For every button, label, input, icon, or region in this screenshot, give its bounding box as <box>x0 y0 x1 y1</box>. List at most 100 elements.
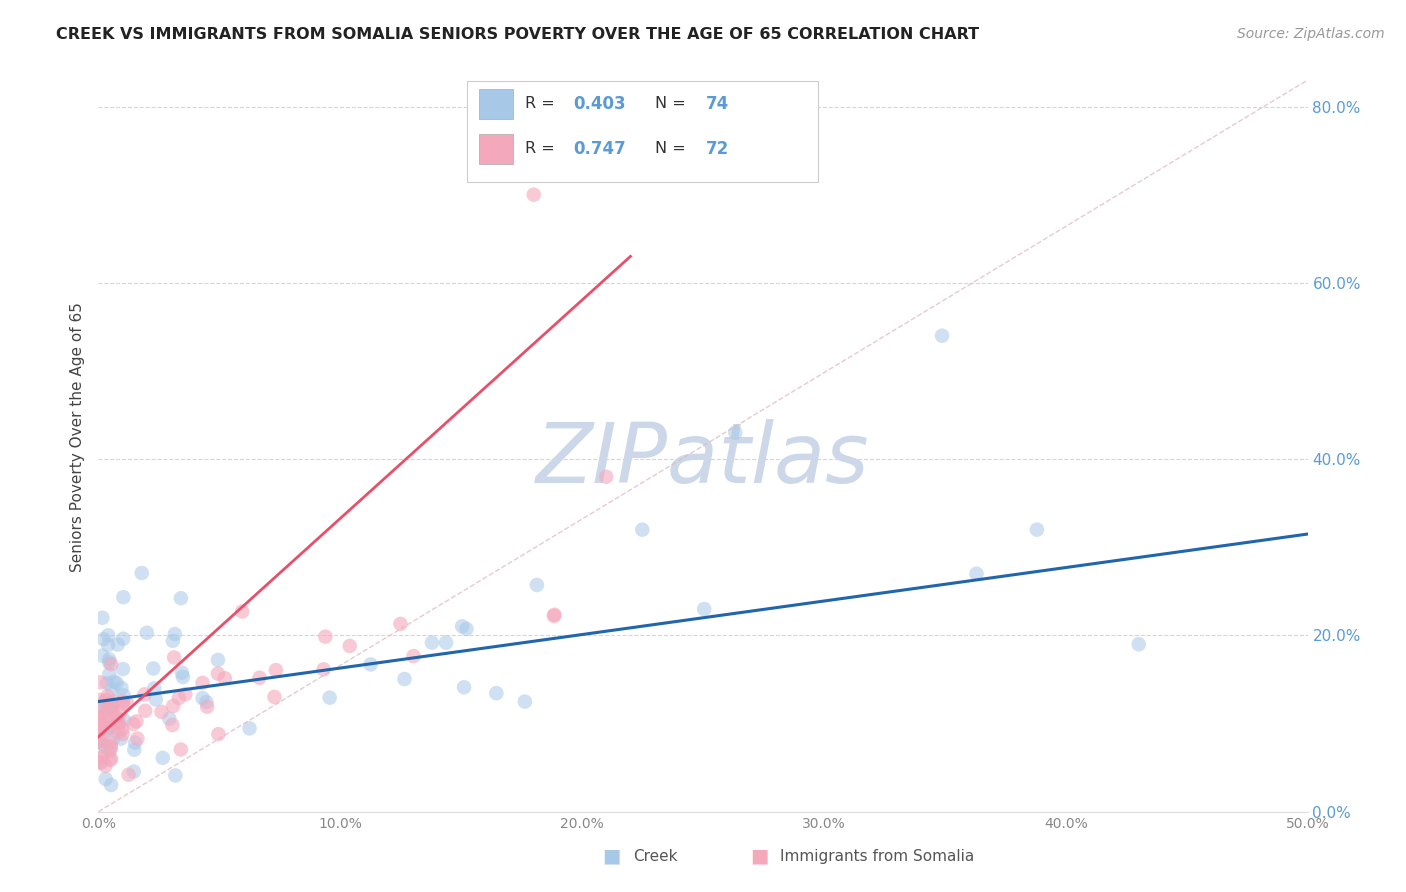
Point <box>157 712 180 726</box>
Point <box>172 670 194 684</box>
Point <box>143 681 166 696</box>
Point <box>90 675 112 690</box>
Point <box>90 750 112 764</box>
Point <box>631 523 654 537</box>
Point <box>162 633 184 648</box>
Point <box>100 697 122 711</box>
Point <box>89 723 111 738</box>
Point <box>693 602 716 616</box>
Text: 74: 74 <box>706 95 728 112</box>
Point <box>112 689 135 703</box>
Point <box>101 713 124 727</box>
Text: 0.747: 0.747 <box>574 140 626 158</box>
Point <box>98 700 121 714</box>
Point <box>89 724 111 739</box>
Point <box>214 671 236 685</box>
Point <box>339 639 361 653</box>
Point <box>103 695 125 709</box>
Point <box>100 751 122 765</box>
Point <box>389 616 412 631</box>
Point <box>145 692 167 706</box>
Point <box>96 676 118 690</box>
Point <box>112 697 135 711</box>
Point <box>451 619 474 633</box>
Point <box>170 591 193 606</box>
Point <box>318 690 340 705</box>
Point <box>453 680 475 694</box>
Point <box>93 717 115 731</box>
Point <box>112 713 135 727</box>
Point <box>98 744 121 758</box>
Point <box>931 328 953 343</box>
Point <box>195 695 218 709</box>
Point <box>100 735 122 749</box>
Point <box>434 635 457 649</box>
Point <box>402 649 425 664</box>
Point <box>142 661 165 675</box>
Point <box>112 590 135 604</box>
Point <box>122 743 145 757</box>
Point <box>207 653 229 667</box>
Point <box>105 710 128 724</box>
Point <box>98 721 121 735</box>
Point <box>162 718 184 732</box>
Point <box>207 666 229 681</box>
Point <box>163 650 186 665</box>
Point <box>724 425 747 440</box>
Point <box>98 721 121 735</box>
Text: R =: R = <box>526 96 555 112</box>
Point <box>110 681 132 695</box>
Point <box>89 711 111 725</box>
Y-axis label: Seniors Poverty Over the Age of 65: Seniors Poverty Over the Age of 65 <box>70 302 86 572</box>
Point <box>89 706 111 721</box>
Point <box>89 718 111 732</box>
Point <box>117 767 139 781</box>
Point <box>101 731 124 746</box>
Point <box>127 731 149 746</box>
Point <box>191 675 214 690</box>
Point <box>89 736 111 750</box>
Point <box>456 622 478 636</box>
Point <box>89 756 111 770</box>
Point <box>131 566 153 580</box>
Point <box>162 699 184 714</box>
Point <box>89 709 111 723</box>
Text: ZIPatlas: ZIPatlas <box>536 419 870 500</box>
Point <box>513 695 536 709</box>
Point <box>115 696 138 710</box>
Point <box>97 638 120 652</box>
Point <box>94 772 117 786</box>
Point <box>111 722 134 736</box>
Point <box>108 706 131 721</box>
Point <box>89 723 111 737</box>
Point <box>96 702 118 716</box>
Point <box>98 753 121 767</box>
Text: ■: ■ <box>749 847 769 866</box>
Point <box>122 717 145 731</box>
Point <box>543 607 565 622</box>
Point <box>167 690 190 705</box>
Point <box>1026 523 1049 537</box>
Point <box>100 700 122 714</box>
Point <box>420 635 443 649</box>
Point <box>98 656 121 670</box>
Point <box>124 736 146 750</box>
Point <box>101 682 124 697</box>
Point <box>90 732 112 747</box>
Text: CREEK VS IMMIGRANTS FROM SOMALIA SENIORS POVERTY OVER THE AGE OF 65 CORRELATION : CREEK VS IMMIGRANTS FROM SOMALIA SENIORS… <box>56 27 980 42</box>
Point <box>485 686 508 700</box>
Point <box>98 652 121 666</box>
Point <box>107 715 129 730</box>
Point <box>1128 637 1150 651</box>
Point <box>360 657 382 672</box>
Text: N =: N = <box>655 96 685 112</box>
Point <box>97 723 120 737</box>
Text: Creek: Creek <box>633 849 678 863</box>
Point <box>135 625 157 640</box>
Text: R =: R = <box>526 141 555 156</box>
Point <box>107 715 129 730</box>
Point <box>314 630 336 644</box>
Point <box>966 566 988 581</box>
Point <box>96 706 118 721</box>
Point <box>94 699 117 714</box>
